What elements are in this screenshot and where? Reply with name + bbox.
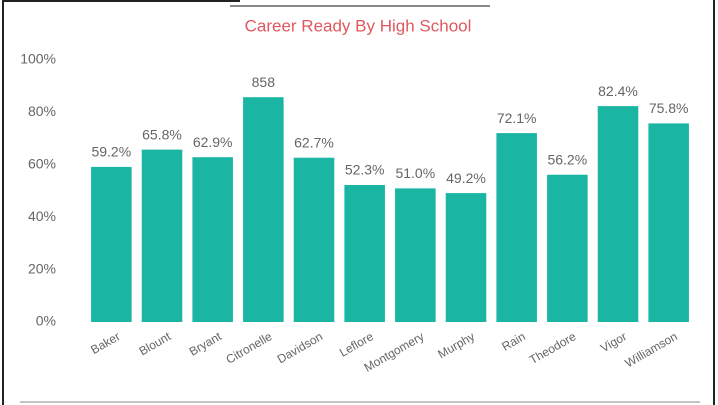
value-label: 62.9% (193, 134, 233, 150)
bar (141, 149, 183, 322)
bar (344, 184, 385, 322)
value-label: 62.7% (294, 134, 334, 150)
bar (496, 133, 537, 322)
y-tick-label: 80% (28, 103, 56, 119)
y-tick-label: 60% (28, 156, 56, 172)
x-tick-label: Baker (88, 329, 122, 357)
bar (293, 157, 335, 322)
x-tick-label: Leflore (337, 329, 376, 360)
bar (395, 188, 436, 322)
value-label: 49.2% (446, 170, 486, 186)
value-label: 858 (252, 74, 276, 90)
y-tick-label: 100% (20, 51, 56, 67)
value-label: 82.4% (598, 83, 638, 99)
x-tick-label: Theodore (527, 329, 579, 367)
value-label: 72.1% (497, 110, 537, 126)
x-tick-label: Murphy (435, 329, 477, 361)
x-tick-label: Vigor (598, 329, 629, 355)
bar (597, 106, 639, 322)
value-label: 65.8% (142, 126, 182, 142)
bar (91, 166, 132, 322)
x-tick-label: Citronelle (224, 329, 275, 367)
x-tick-label: Williamson (623, 329, 680, 370)
chart-title: Career Ready By High School (245, 16, 472, 35)
value-label: 56.2% (547, 151, 587, 167)
x-tick-label: Bryant (187, 329, 225, 359)
x-tick-label: Blount (137, 329, 174, 358)
x-tick-label: Davidson (275, 329, 325, 366)
value-label: 59.2% (91, 144, 131, 160)
y-tick-label: 20% (28, 260, 56, 276)
value-label: 51.0% (395, 165, 435, 181)
bar (648, 123, 689, 323)
value-label: 52.3% (345, 162, 385, 178)
bar (547, 174, 588, 322)
bar (243, 97, 284, 322)
bar (192, 157, 233, 322)
y-tick-label: 40% (28, 208, 56, 224)
bar (445, 193, 487, 322)
y-tick-label: 0% (36, 313, 56, 329)
value-label: 75.8% (649, 100, 689, 116)
x-tick-label: Rain (499, 329, 527, 353)
